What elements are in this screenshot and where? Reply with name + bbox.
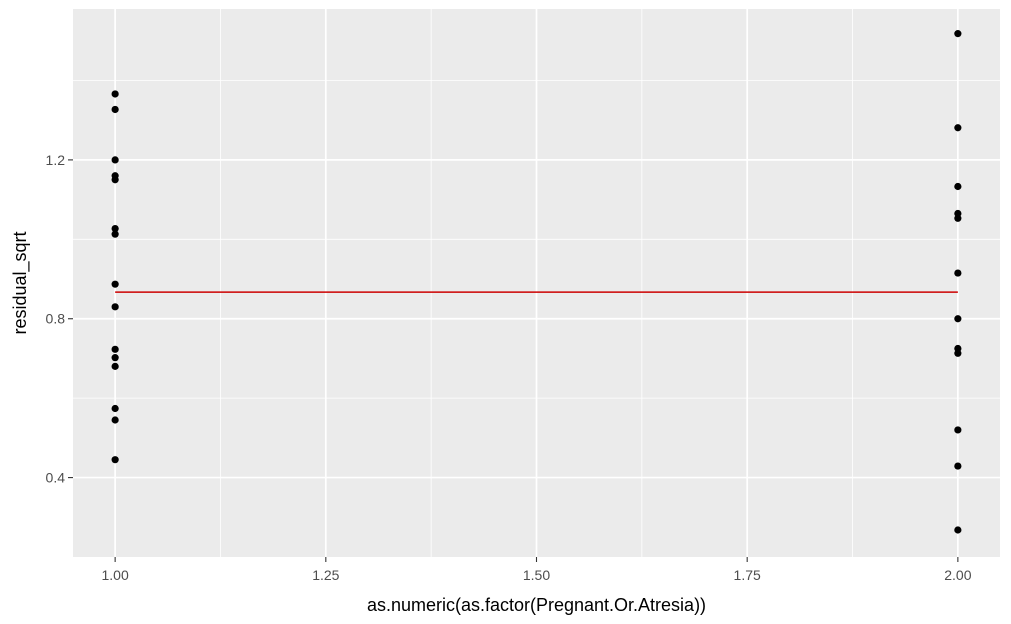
x-tick-label: 1.50	[523, 567, 550, 583]
data-point	[111, 176, 119, 184]
data-point	[954, 269, 962, 277]
y-tick-label: 0.8	[46, 311, 66, 327]
data-point	[111, 416, 119, 424]
data-point	[111, 354, 119, 362]
y-tick-label: 1.2	[46, 152, 66, 168]
data-point	[111, 362, 119, 370]
data-point	[111, 90, 119, 98]
x-tick-label: 1.25	[312, 567, 339, 583]
data-point	[954, 426, 962, 434]
x-tick-label: 1.75	[734, 567, 761, 583]
data-point	[954, 462, 962, 470]
x-tick-label: 2.00	[944, 567, 971, 583]
data-point	[954, 214, 962, 222]
data-point	[111, 404, 119, 413]
data-point	[111, 456, 119, 464]
x-tick-label: 1.00	[102, 567, 129, 583]
data-points	[111, 30, 962, 534]
data-point	[111, 280, 119, 288]
y-tick-label: 0.4	[46, 470, 66, 486]
data-point	[954, 315, 962, 323]
data-point	[954, 30, 962, 38]
data-point	[954, 349, 962, 357]
data-point	[111, 345, 119, 353]
data-point	[954, 182, 962, 191]
data-point	[954, 124, 962, 132]
x-axis: 1.00 1.25 1.50 1.75 2.00	[102, 557, 972, 583]
y-axis: 0.4 0.8 1.2	[46, 152, 73, 486]
data-point	[111, 303, 119, 311]
data-point	[111, 230, 119, 238]
y-axis-title: residual_sqrt	[10, 231, 31, 334]
data-point	[111, 156, 119, 164]
data-point	[111, 224, 119, 233]
data-point	[111, 105, 119, 114]
data-point	[954, 526, 962, 534]
x-axis-title: as.numeric(as.factor(Pregnant.Or.Atresia…	[367, 595, 706, 615]
major-gridlines	[73, 9, 1000, 557]
